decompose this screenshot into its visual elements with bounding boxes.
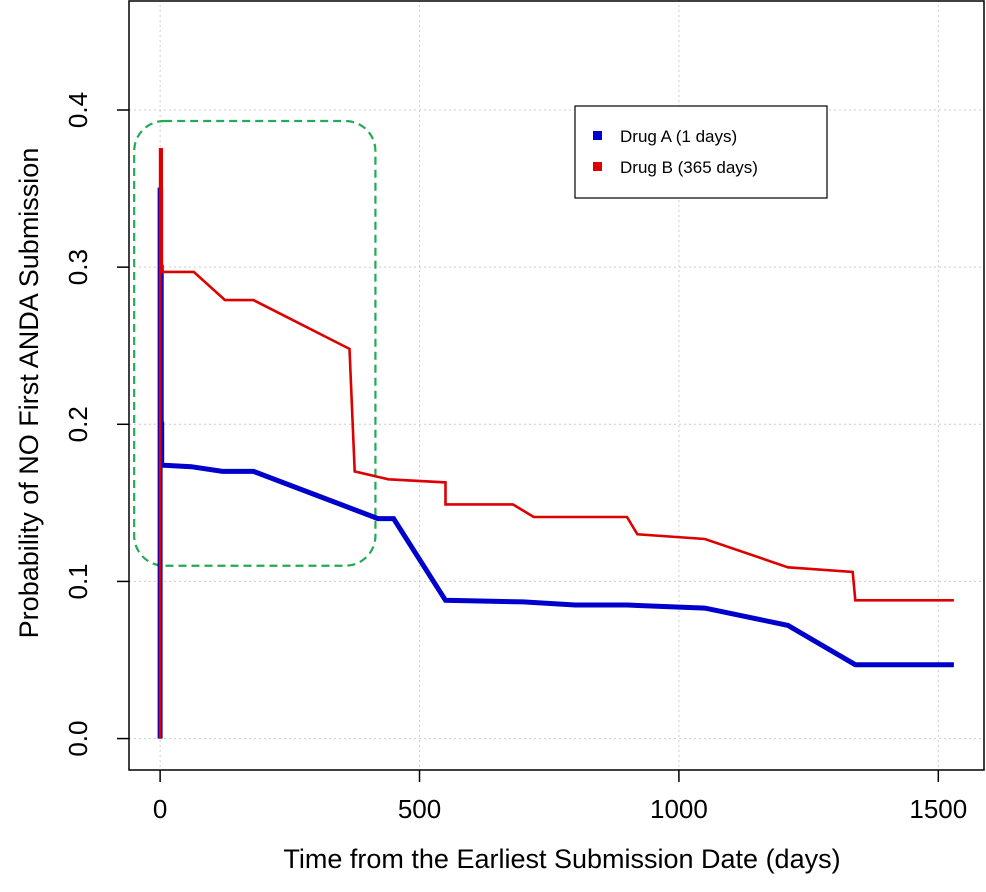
legend-swatch [593,131,602,140]
y-axis-title: Probability of NO First ANDA Submission [14,148,44,639]
y-tick-label: 0.1 [63,563,93,599]
legend-label: Drug B (365 days) [620,158,758,177]
y-tick-label: 0.3 [63,249,93,285]
legend-swatch [593,162,602,171]
y-tick-label: 0.2 [63,406,93,442]
plot-frame [128,0,985,771]
x-tick-label: 1500 [909,794,967,824]
x-axis-title: Time from the Earliest Submission Date (… [283,844,840,874]
y-tick-label: 0.4 [63,92,93,128]
legend-label: Drug A (1 days) [620,127,737,146]
highlight-box [133,119,377,567]
grid [129,0,985,770]
x-tick-label: 500 [398,794,441,824]
series-line-drug-a [157,187,954,739]
legend: Drug A (1 days) Drug B (365 days) [574,105,828,199]
legend-box [574,105,828,199]
y-tick-label: 0.0 [63,720,93,756]
annotations [133,119,377,567]
x-tick-label: 0 [153,794,167,824]
axes: 0 500 1000 1500 0.0 0.1 0.2 0.3 0.4 [63,92,967,824]
series-line-drug-b [158,148,954,739]
x-tick-label: 1000 [650,794,708,824]
series [157,148,954,739]
